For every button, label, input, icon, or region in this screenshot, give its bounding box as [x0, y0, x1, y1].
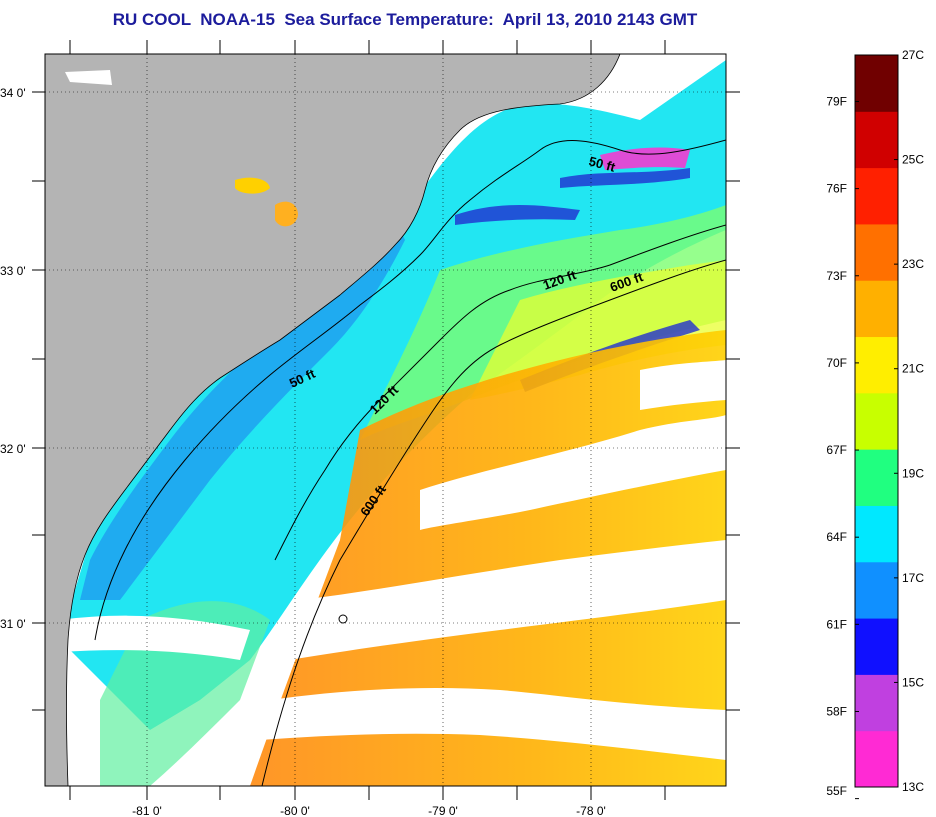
- colorbar-fahrenheit-label: 67F: [826, 443, 847, 457]
- colorbar-segment: [855, 561, 898, 619]
- colorbar-segment: [855, 223, 898, 281]
- cold-streak-1: [560, 168, 690, 188]
- buoy-marker: [338, 614, 348, 624]
- lat-label-31: 31 0': [0, 617, 26, 631]
- colorbar-fahrenheit-label: 61F: [826, 617, 847, 631]
- colorbar-celsius-label: 15C: [902, 675, 924, 689]
- inland-cloud-1: [65, 70, 112, 85]
- colorbar-celsius-label: 25C: [902, 153, 924, 167]
- lon-label-80: -80 0': [280, 804, 310, 817]
- colorbar-segment: [855, 674, 898, 732]
- lat-label-34: 34 0': [0, 86, 26, 100]
- lon-label-78: -78 0': [576, 804, 606, 817]
- inland-water-body-2: [235, 177, 270, 194]
- colorbar-fahrenheit-label: 79F: [826, 94, 847, 108]
- contour-label-50ft-north: 50 ft: [587, 153, 617, 175]
- contour-600ft: [261, 259, 726, 786]
- lon-label-79: -79 0': [428, 804, 458, 817]
- cloud-cover-2: [290, 540, 726, 660]
- graticule: [45, 54, 726, 786]
- colorbar-celsius-label: 19C: [902, 466, 924, 480]
- colorbar-celsius-label: 21C: [902, 362, 924, 376]
- colorbar-segment: [855, 730, 898, 788]
- inland-water-body: [275, 201, 298, 227]
- cloud-cover-1: [420, 415, 726, 530]
- cloud-cover-5: [640, 360, 726, 410]
- map-frame: [44, 53, 727, 787]
- colorbar-fahrenheit-labels: 79F 76F 73F 70F 67F 64F 61F 58F 55F: [826, 94, 847, 798]
- colorbar-segment: [855, 280, 898, 338]
- colorbar-fahrenheit-label: 55F: [826, 784, 847, 798]
- colorbar-fahrenheit-label: 64F: [826, 530, 847, 544]
- cloud-cover-4: [60, 615, 250, 660]
- lon-label-81: -81 0': [132, 804, 162, 817]
- colorbar-fahrenheit-label: 76F: [826, 182, 847, 196]
- cold-streak-2: [455, 205, 580, 225]
- nearshore-water-blue: [80, 220, 405, 600]
- colorbar-fahrenheit-label: 58F: [826, 704, 847, 718]
- colorbar-segment: [855, 167, 898, 225]
- colorbar-segment: [855, 505, 898, 563]
- colorbar-fahrenheit-label: 70F: [826, 356, 847, 370]
- land-mass: [45, 54, 621, 786]
- colorbar-segment: [855, 618, 898, 675]
- colorbar-celsius-labels: 27C 25C 23C 21C 19C 17C 15C 13C: [902, 48, 924, 794]
- contour-50ft: [94, 139, 726, 641]
- colorbar-frame: [854, 54, 899, 788]
- cloud-cover-3: [260, 688, 726, 760]
- colorbar-segment: [855, 449, 898, 506]
- colorbar-segment: [855, 111, 898, 169]
- colorbar-segment: [855, 392, 898, 450]
- lat-label-33: 33 0': [0, 264, 26, 278]
- colorbar-celsius-label: 13C: [902, 780, 924, 794]
- colorbar-celsius-label: 17C: [902, 571, 924, 585]
- colorbar-ticks: [855, 54, 898, 800]
- lat-label-32: 32 0': [0, 442, 26, 456]
- colorbar-segment: [855, 55, 898, 112]
- temperature-colorbar: 79F 76F 73F 70F 67F 64F 61F 58F 55F 27C 25C 23C 21C…: [826, 48, 924, 800]
- colorbar-celsius-label: 23C: [902, 257, 924, 271]
- colorbar-fahrenheit-label: 73F: [826, 269, 847, 283]
- axis-ticks: [32, 40, 740, 800]
- colorbar-celsius-label: 27C: [902, 48, 924, 62]
- colorbar-segment: [855, 336, 898, 394]
- colorbar-strip: [855, 55, 898, 788]
- map-title: RU COOL NOAA-15 Sea Surface Temperature:…: [112, 10, 698, 29]
- midshelf-water-yellow: [470, 260, 726, 400]
- sst-map: 34 0' 33 0' 32 0' 31 0' -81 0' -80 0' -7…: [0, 40, 740, 817]
- contour-120ft: [274, 224, 726, 561]
